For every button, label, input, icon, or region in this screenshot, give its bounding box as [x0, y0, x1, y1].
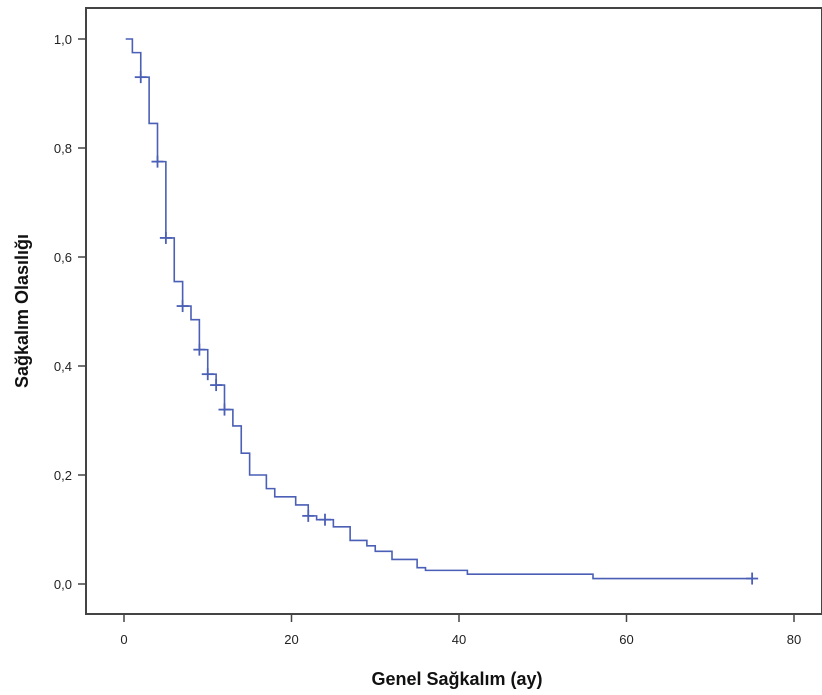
- y-tick-label: 0,6: [54, 250, 72, 265]
- x-tick-label: 20: [284, 632, 298, 647]
- x-axis-title: Genel Sağkalım (ay): [371, 669, 542, 689]
- censor-mark: [218, 403, 231, 416]
- plot-frame: [85, 7, 822, 615]
- series-layer: [125, 38, 759, 585]
- x-tick-label: 0: [120, 632, 127, 647]
- censor-mark: [302, 509, 315, 522]
- censor-mark: [201, 368, 214, 381]
- y-tick-label: 0,8: [54, 141, 72, 156]
- censor-mark: [159, 231, 172, 244]
- y-tick-label: 0,4: [54, 359, 72, 374]
- x-tick-label: 60: [619, 632, 633, 647]
- x-tick-label: 40: [452, 632, 466, 647]
- y-tick-label: 0,2: [54, 468, 72, 483]
- censor-mark: [176, 300, 189, 313]
- censor-mark: [193, 343, 206, 356]
- x-tick-label: 80: [787, 632, 801, 647]
- censor-mark: [746, 572, 759, 585]
- y-tick-label: 1,0: [54, 32, 72, 47]
- censor-mark: [210, 379, 223, 392]
- y-axis-ticks: 0,0 0,2 0,4 0,6 0,8 1,0: [54, 32, 86, 592]
- censor-mark: [151, 155, 164, 168]
- survival-step-line: [125, 38, 753, 580]
- y-axis-title: Sağkalım Olasılığı: [12, 234, 32, 388]
- censor-mark: [134, 71, 147, 84]
- x-axis-ticks: 0 20 40 60 80: [120, 614, 801, 647]
- y-tick-label: 0,0: [54, 577, 72, 592]
- censor-mark: [319, 513, 331, 526]
